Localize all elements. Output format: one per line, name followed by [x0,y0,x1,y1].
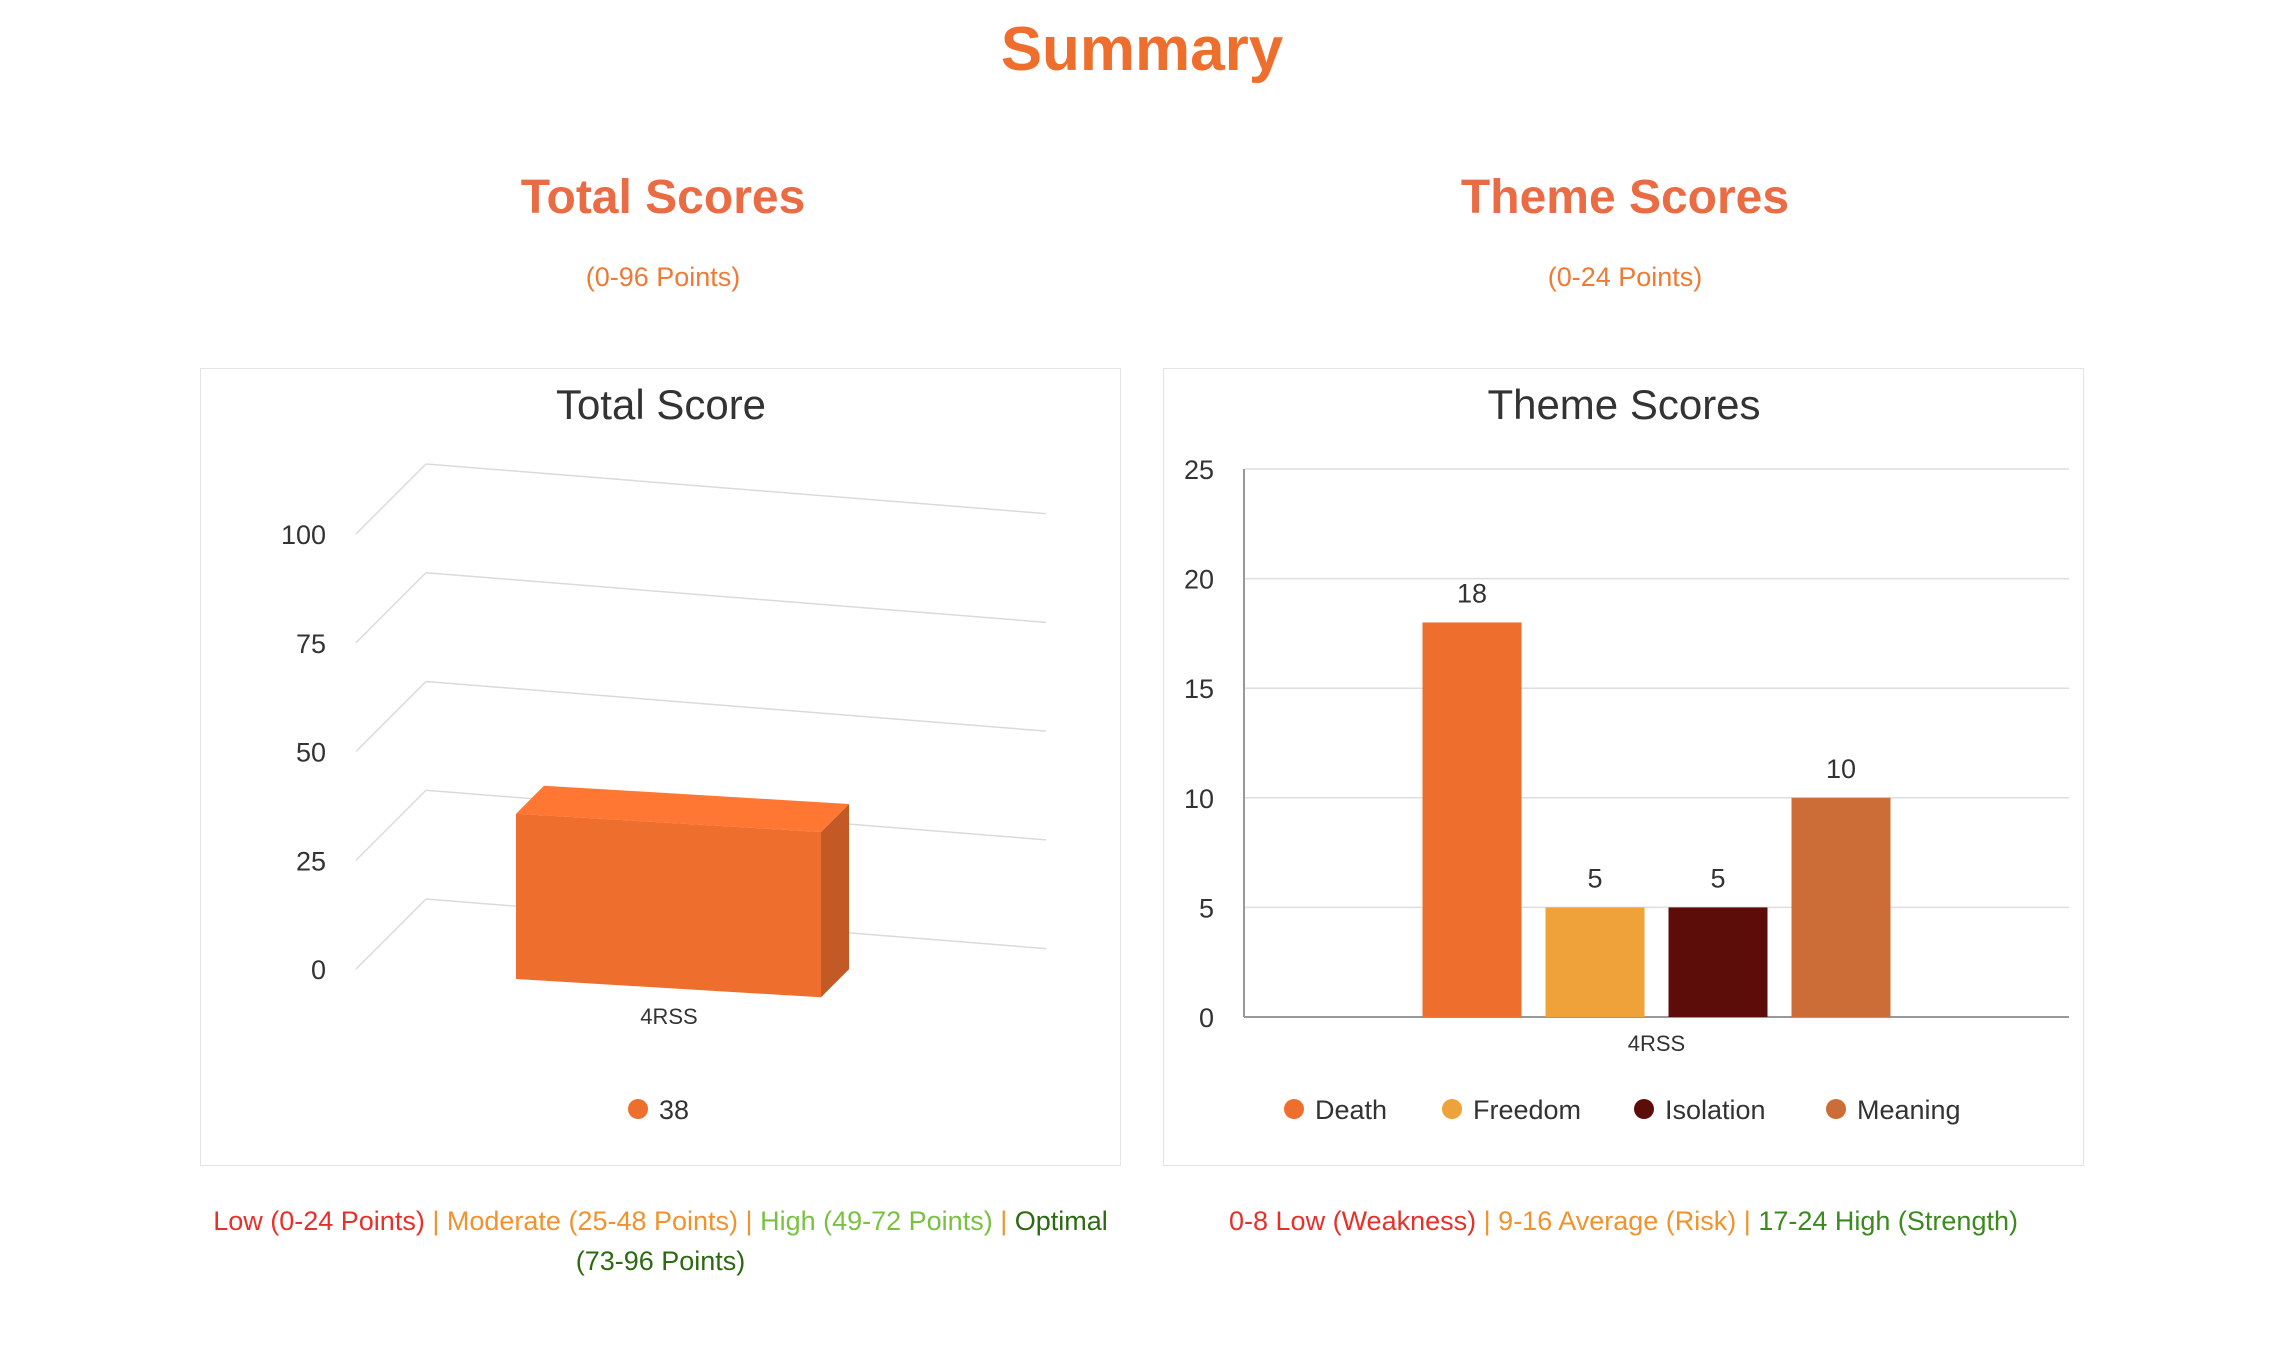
range-low: Low (0-24 Points) [213,1206,425,1236]
gridline [425,463,1047,515]
range-separator: | [432,1206,440,1236]
gridline [425,572,1047,624]
y-tick-label: 25 [296,846,326,876]
legend-marker [1826,1099,1846,1119]
gridline [355,463,427,535]
range-separator: | [1743,1206,1751,1236]
data-label: 5 [1587,863,1602,893]
bar [1791,797,1891,1017]
total-score-svg: Total Score 0 25 50 75 100 4RSS 38 [281,381,1047,1125]
gridline [355,680,427,753]
theme-scores-subtitle: (0-24 Points) [1547,262,1703,292]
range-moderate: Moderate (25-48 Points) [446,1206,739,1236]
legend-label: Death [1315,1095,1387,1125]
legend-label: 38 [659,1095,689,1125]
range-low: 0-8 Low (Weakness) [1229,1206,1477,1236]
legend-label: Meaning [1857,1095,1961,1125]
y-tick-label: 10 [1184,784,1214,814]
legend-marker [628,1099,648,1119]
range-separator: | [1483,1206,1491,1236]
bar [1668,907,1768,1017]
total-score-chart: Total Score 0 25 50 75 100 4RSS 38 [200,368,1121,1166]
theme-scores-chart: Theme Scores 0 5 10 15 20 25 18 5 5 10 4RSS Deat… [1163,368,2084,1166]
range-high: 17-24 High (Strength) [1758,1206,2018,1236]
y-tick-label: 0 [311,955,326,985]
legend-label: Freedom [1473,1095,1581,1125]
bar-top [516,785,849,832]
chart-title: Theme Scores [1487,381,1760,428]
category-label: 4RSS [1628,1031,1685,1056]
theme-scores-svg: Theme Scores 0 5 10 15 20 25 18 5 5 10 4RSS Deat… [1184,381,2069,1125]
y-tick-label: 25 [1184,455,1214,485]
data-label: 10 [1826,754,1856,784]
range-optimal-points: (73-96 Points) [575,1246,746,1276]
data-label: 5 [1710,863,1725,893]
bar [516,813,821,998]
page-title: Summary [1000,15,1284,84]
range-separator: | [1000,1206,1008,1236]
total-scores-title: Total Scores [520,171,806,224]
y-tick-label: 20 [1184,565,1214,595]
range-high: High (49-72 Points) [760,1206,993,1236]
chart-title: Total Score [556,381,766,428]
y-tick-label: 0 [1199,1003,1214,1033]
range-average: 9-16 Average (Risk) [1498,1206,1737,1236]
y-tick-label: 5 [1199,893,1214,923]
legend-label: Isolation [1665,1095,1766,1125]
theme-scores-title: Theme Scores [1460,171,1790,224]
legend-marker [1634,1099,1654,1119]
bar [1545,907,1645,1017]
range-optimal: Optimal [1014,1206,1108,1236]
gridline [425,680,1047,732]
range-separator: | [745,1206,753,1236]
data-label: 18 [1457,578,1487,608]
gridline [355,789,427,861]
total-scores-subtitle: (0-96 Points) [585,262,741,292]
category-label: 4RSS [640,1004,697,1029]
y-tick-label: 50 [296,738,326,768]
legend-marker [1442,1099,1462,1119]
bar [1422,622,1522,1017]
gridline [355,898,427,970]
y-tick-label: 100 [281,520,326,550]
total-ranges: Low (0-24 Points) | Moderate (25-48 Poin… [200,1201,1121,1281]
theme-ranges: 0-8 Low (Weakness) | 9-16 Average (Risk)… [1163,1201,2084,1241]
gridline [355,572,427,644]
legend-marker [1284,1099,1304,1119]
y-tick-label: 15 [1184,674,1214,704]
y-tick-label: 75 [296,629,326,659]
bar-side [821,804,849,998]
